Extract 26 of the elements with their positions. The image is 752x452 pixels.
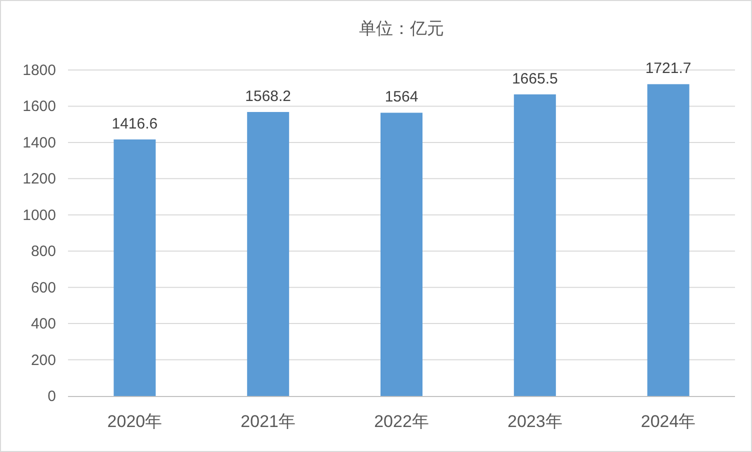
data-label: 1721.7 <box>645 60 692 78</box>
y-tick-label: 800 <box>30 243 56 260</box>
bar <box>647 84 690 396</box>
bar <box>380 112 422 396</box>
x-tick-label: 2020年 <box>107 412 162 431</box>
data-label: 1665.5 <box>512 70 558 88</box>
x-tick-label: 2024年 <box>640 412 696 431</box>
y-tick-label: 1800 <box>22 62 56 79</box>
y-tick-label: 1600 <box>22 98 56 116</box>
data-label: 1568.2 <box>245 88 292 105</box>
chart-title: 单位：亿元 <box>359 19 444 38</box>
x-tick-label: 2022年 <box>374 412 429 431</box>
y-tick-label: 1400 <box>22 134 56 152</box>
y-tick-label: 0 <box>48 388 56 405</box>
y-tick-label: 200 <box>30 352 56 369</box>
bar <box>514 94 556 396</box>
x-tick-label: 2021年 <box>240 412 296 431</box>
data-label: 1564 <box>384 88 418 106</box>
bar <box>114 139 156 396</box>
y-tick-label: 600 <box>30 279 56 296</box>
data-label: 1416.6 <box>112 115 158 132</box>
y-tick-label: 1200 <box>22 170 56 188</box>
y-tick-label: 1000 <box>22 206 56 224</box>
y-tick-label: 400 <box>30 316 56 333</box>
bar <box>247 112 290 396</box>
x-tick-label: 2023年 <box>507 412 562 431</box>
